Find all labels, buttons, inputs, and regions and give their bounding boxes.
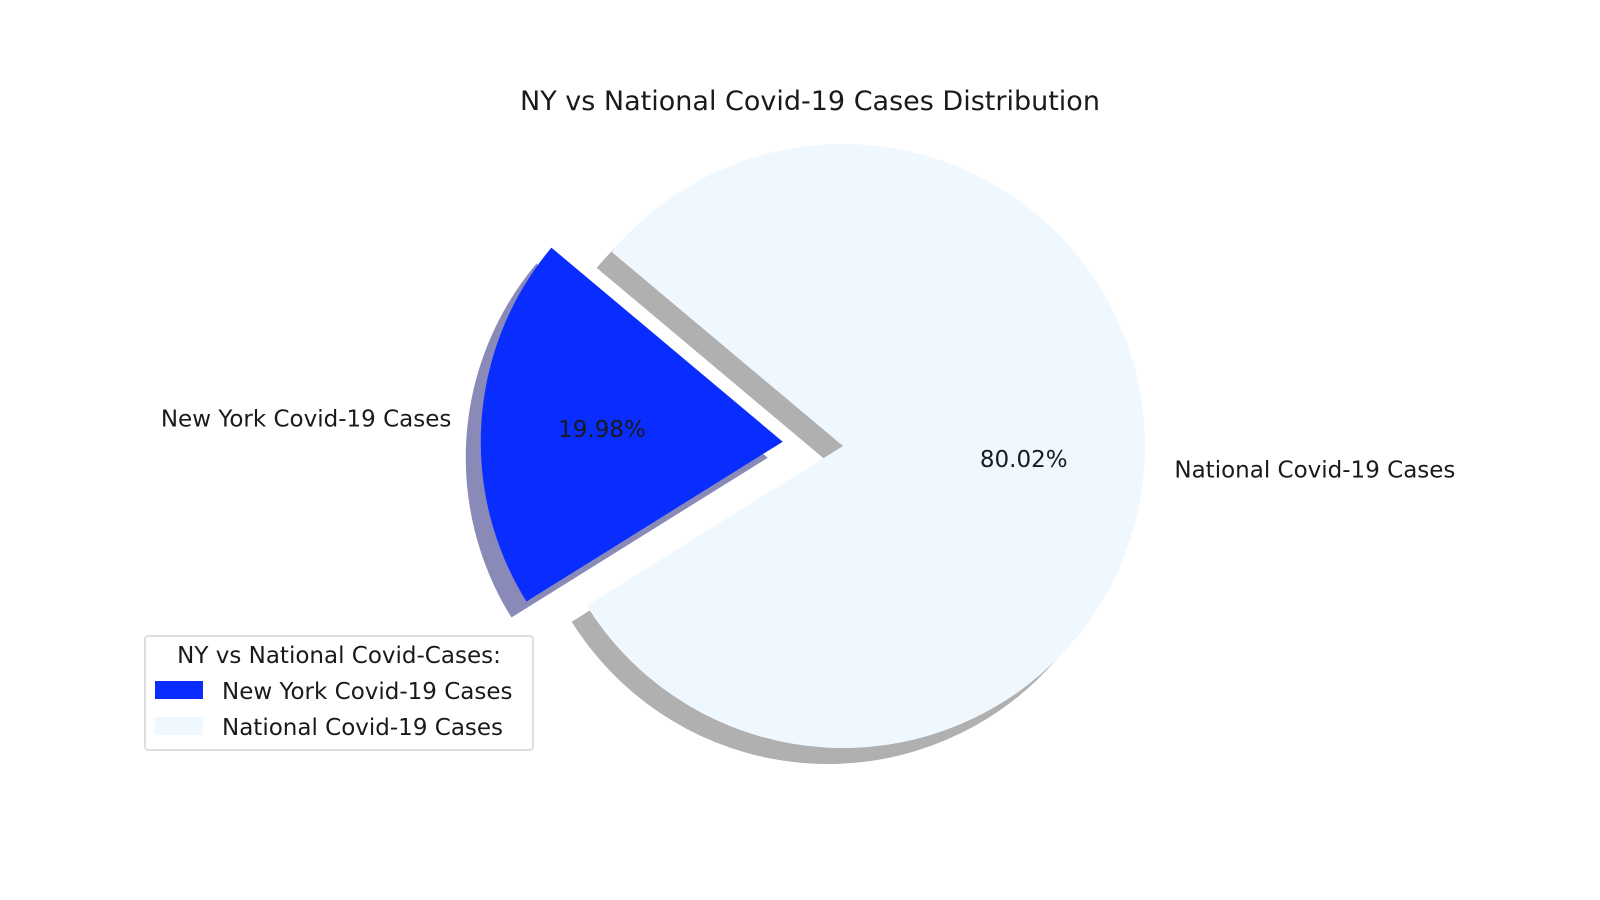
pie-labels: 19.98% New York Covid-19 Cases 80.02% Natio… bbox=[161, 406, 1456, 483]
legend-label-national: National Covid-19 Cases bbox=[222, 715, 503, 741]
legend-swatch-new-york bbox=[155, 681, 203, 699]
pie-category-label-new-york-covid-19-cases: New York Covid-19 Cases bbox=[161, 406, 452, 432]
pie-slices bbox=[480, 143, 1145, 748]
pie-pct-label-new-york-covid-19-cases: 19.98% bbox=[558, 417, 646, 443]
legend: NY vs National Covid-Cases: New York Cov… bbox=[144, 635, 534, 751]
legend-swatch-national bbox=[155, 717, 203, 735]
pie-pct-label-national-covid-19-cases: 80.02% bbox=[980, 447, 1068, 473]
pie-category-label-national-covid-19-cases: National Covid-19 Cases bbox=[1174, 457, 1455, 483]
pie-slice-new-york-covid-19-cases bbox=[480, 247, 783, 602]
pie-slice-national-covid-19-cases bbox=[586, 143, 1145, 748]
legend-title: NY vs National Covid-Cases: bbox=[177, 643, 501, 669]
legend-label-new-york: New York Covid-19 Cases bbox=[222, 679, 513, 705]
legend-frame bbox=[144, 635, 534, 751]
chart-title: NY vs National Covid-19 Cases Distributi… bbox=[520, 86, 1100, 117]
